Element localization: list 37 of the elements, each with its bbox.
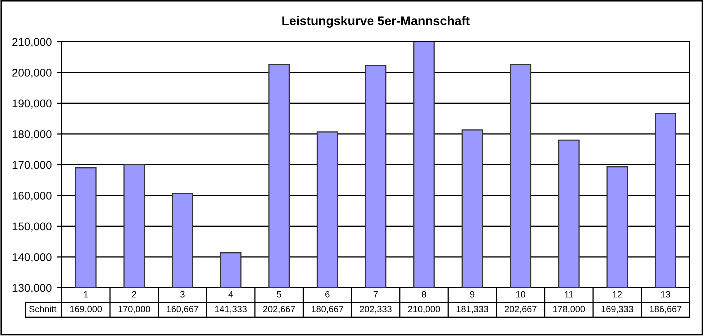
y-tick-label: 150,000: [12, 222, 52, 232]
data-label: 202,333: [360, 306, 392, 314]
data-label: 169,333: [602, 306, 634, 314]
data-label: 181,333: [456, 306, 488, 314]
x-tick-label: 11: [565, 291, 574, 298]
y-tick-label: 180,000: [12, 130, 52, 140]
x-tick-label: 2: [132, 291, 136, 298]
x-tick-label: 13: [661, 291, 670, 298]
x-tick-label: 1: [84, 291, 88, 298]
data-label: 160,667: [167, 306, 199, 314]
data-label: 202,667: [263, 306, 296, 314]
data-label: 170,000: [118, 306, 150, 314]
y-tick-label: 200,000: [12, 69, 52, 78]
data-label: 186,667: [650, 306, 682, 314]
y-tick-label: 130,000: [12, 284, 52, 294]
x-tick-label: 10: [516, 291, 526, 298]
x-tick-label: 9: [470, 291, 475, 298]
y-tick-label: 170,000: [12, 161, 52, 170]
x-tick-label: 6: [326, 291, 330, 298]
text: Schnitt: [30, 306, 57, 313]
data-label: 210,000: [408, 306, 440, 314]
y-tick-label: 160,000: [12, 192, 52, 202]
x-tick-label: 8: [422, 291, 426, 298]
x-tick-label: 3: [180, 291, 185, 298]
y-tick-label: 210,000: [12, 38, 52, 48]
y-tick-label: 190,000: [12, 100, 52, 109]
chart-title: Leistungskurve 5er-Mannschaft: [282, 16, 470, 28]
y-tick-label: 140,000: [12, 253, 52, 263]
data-label: 169,000: [70, 306, 102, 314]
x-tick-label: 4: [228, 291, 234, 298]
data-label: 180,667: [312, 306, 344, 314]
x-tick-label: 7: [374, 291, 378, 298]
data-label: 178,000: [554, 306, 586, 314]
x-tick-label: 12: [613, 291, 622, 298]
x-tick-label: 5: [277, 291, 282, 298]
data-label: 202,667: [504, 306, 537, 314]
data-label: 141,333: [215, 306, 247, 314]
